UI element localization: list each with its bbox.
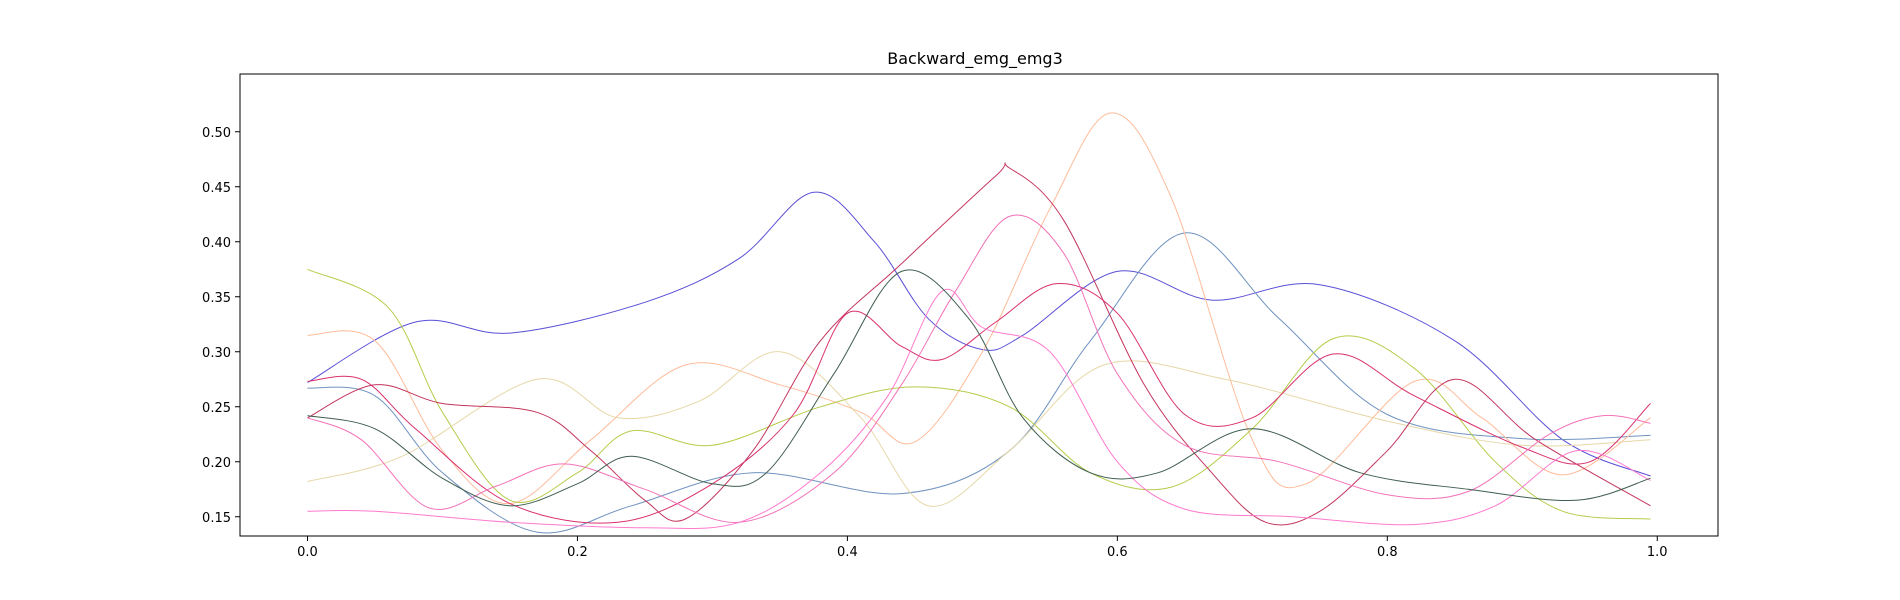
x-tick-label: 1.0 bbox=[1647, 545, 1668, 560]
series-line-2 bbox=[307, 232, 1651, 534]
x-tick-label: 0.4 bbox=[837, 545, 858, 560]
series-line-10 bbox=[307, 269, 1651, 507]
x-tick-label: 0.6 bbox=[1107, 545, 1128, 560]
x-tick-label: 0.2 bbox=[567, 545, 588, 560]
series-line-6 bbox=[307, 162, 1651, 526]
chart-title: Backward_emg_emg3 bbox=[887, 49, 1063, 69]
axes-frame bbox=[239, 73, 1719, 537]
x-axis: 0.0 0.2 0.4 0.6 0.8 1.0 bbox=[297, 536, 1668, 560]
series-line-1 bbox=[307, 191, 1651, 477]
series-line-9 bbox=[307, 288, 1651, 529]
x-tick-label: 0.8 bbox=[1377, 545, 1398, 560]
series-line-4 bbox=[307, 268, 1651, 520]
series-line-8 bbox=[307, 214, 1651, 523]
series-line-3 bbox=[307, 112, 1651, 505]
y-tick-label: 0.30 bbox=[202, 346, 231, 361]
y-tick-label: 0.35 bbox=[202, 291, 231, 306]
y-tick-label: 0.45 bbox=[202, 181, 231, 196]
series-line-5 bbox=[307, 351, 1651, 507]
series-line-7 bbox=[307, 283, 1651, 524]
y-tick-label: 0.40 bbox=[202, 236, 231, 251]
y-tick-label: 0.50 bbox=[202, 126, 231, 141]
x-tick-label: 0.0 bbox=[297, 545, 318, 560]
y-tick-label: 0.15 bbox=[202, 511, 231, 526]
y-tick-label: 0.20 bbox=[202, 456, 231, 471]
plot-area bbox=[307, 112, 1651, 534]
y-tick-label: 0.25 bbox=[202, 401, 231, 416]
y-axis: 0.15 0.20 0.25 0.30 0.35 0.40 0.45 0.50 bbox=[202, 126, 240, 526]
